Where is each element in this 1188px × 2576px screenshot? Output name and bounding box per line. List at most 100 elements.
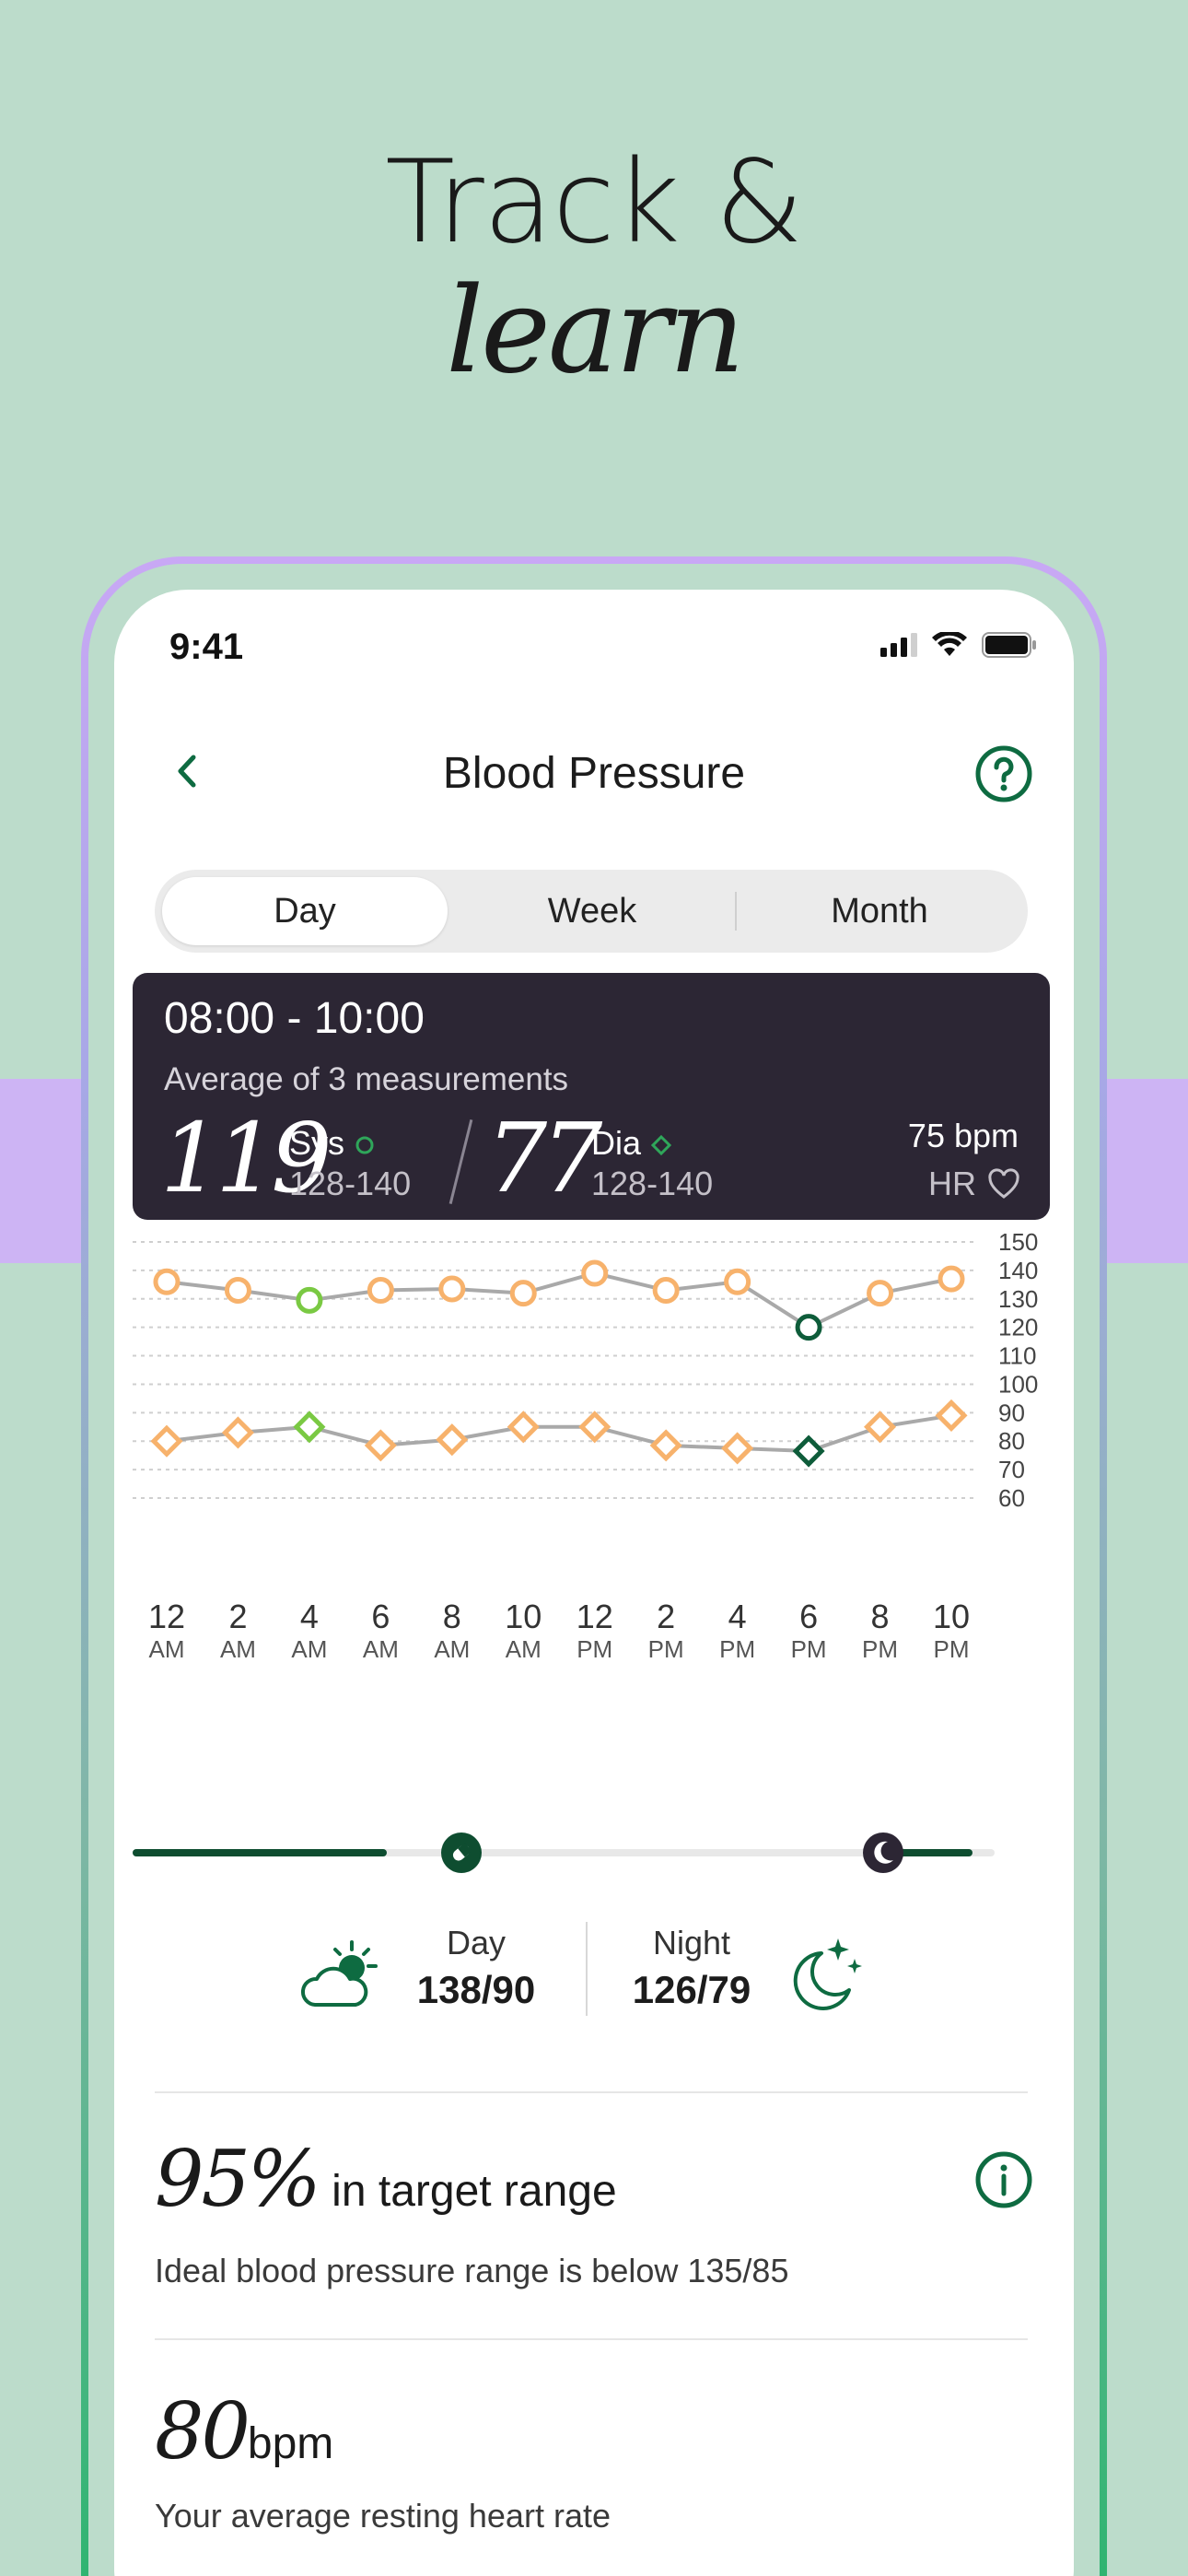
x-tick-label: 6 AM <box>344 1598 417 1662</box>
diastolic-point[interactable] <box>364 1429 397 1462</box>
systolic-label: Sys <box>289 1124 376 1163</box>
x-tick-label: 6 PM <box>772 1598 845 1662</box>
divider-slash <box>448 1119 473 1204</box>
summary-average: Average of 3 measurements <box>164 1061 569 1097</box>
diastolic-point[interactable] <box>436 1423 469 1457</box>
x-tick-label: 10 AM <box>486 1598 560 1662</box>
y-tick-label: 90 <box>998 1399 1025 1426</box>
cellular-icon <box>880 633 917 657</box>
diastolic-point[interactable] <box>150 1424 183 1458</box>
segment-divider <box>735 892 737 931</box>
day-label: Day <box>446 1924 507 1961</box>
question-circle-icon[interactable] <box>974 744 1033 803</box>
diastolic-point[interactable] <box>721 1432 754 1465</box>
day-night-slider[interactable] <box>114 1830 1068 1876</box>
tab-day[interactable]: Day <box>162 877 448 945</box>
x-tick-label: 4 AM <box>273 1598 346 1662</box>
diamond-marker-icon <box>650 1135 672 1156</box>
heart-rate-heading: 80bpm <box>155 2386 333 2476</box>
diastolic-point[interactable] <box>578 1411 611 1444</box>
target-percent: 95% <box>155 2134 321 2224</box>
x-tick-label: 12 AM <box>130 1598 204 1662</box>
headline-line2: learn <box>446 263 745 400</box>
diastolic-point[interactable] <box>221 1416 254 1449</box>
x-tick-ampm: AM <box>434 1635 471 1663</box>
diastolic-label: Dia <box>591 1124 672 1163</box>
systolic-point[interactable] <box>509 1280 537 1307</box>
systolic-point[interactable] <box>652 1277 680 1305</box>
tab-week[interactable]: Week <box>547 892 637 931</box>
systolic-point[interactable] <box>938 1265 965 1293</box>
x-tick-ampm: AM <box>148 1635 185 1663</box>
diastolic-point[interactable] <box>792 1434 825 1468</box>
chevron-left-icon[interactable] <box>166 748 212 794</box>
systolic-point[interactable] <box>224 1277 251 1305</box>
systolic-point[interactable] <box>867 1280 894 1307</box>
x-tick-hour: 8 <box>870 1598 890 1635</box>
diastolic-point[interactable] <box>507 1411 540 1444</box>
info-circle-icon[interactable] <box>974 2150 1033 2209</box>
systolic-point[interactable] <box>296 1286 323 1314</box>
x-tick-hour: 6 <box>799 1598 819 1635</box>
summary-time-range: 08:00 - 10:00 <box>164 994 425 1043</box>
y-tick-label: 150 <box>998 1228 1038 1256</box>
x-tick-ampm: AM <box>219 1635 256 1663</box>
device-bezel: 9:41 <box>88 564 1100 2576</box>
systolic-point[interactable] <box>438 1275 466 1303</box>
y-tick-label: 130 <box>998 1285 1038 1313</box>
x-tick-label: 8 AM <box>415 1598 489 1662</box>
heart-rate-description: Your average resting heart rate <box>155 2497 611 2535</box>
x-tick-label: 10 PM <box>914 1598 988 1662</box>
partly-cloudy-icon <box>300 1940 378 2007</box>
x-tick-hour: 6 <box>371 1598 390 1635</box>
diastolic-point[interactable] <box>293 1411 326 1444</box>
heart-rate-value: 75 bpm <box>907 1117 1019 1154</box>
systolic-point[interactable] <box>153 1268 181 1295</box>
systolic-point[interactable] <box>367 1277 394 1305</box>
systolic-label-text: Sys <box>289 1124 345 1162</box>
x-tick-hour: 10 <box>932 1598 971 1635</box>
x-tick-ampm: PM <box>933 1635 970 1663</box>
x-tick-ampm: PM <box>719 1635 756 1663</box>
y-tick-label: 80 <box>998 1427 1025 1455</box>
summary-card: 08:00 - 10:00 Average of 3 measurements … <box>133 973 1050 1220</box>
tab-month[interactable]: Month <box>831 892 928 931</box>
target-description: Ideal blood pressure range is below 135/… <box>155 2252 789 2289</box>
day-night-divider <box>586 1922 588 2016</box>
y-tick-label: 110 <box>998 1342 1036 1370</box>
period-segmented-control: Day Week Month <box>155 870 1028 953</box>
sleep-handle-icon[interactable] <box>863 1832 903 1873</box>
headline-line1: Track & <box>385 136 804 269</box>
day-night-summary: Day 138/90 Night 126/79 <box>114 1916 1068 2055</box>
systolic-value: 119 <box>160 1102 332 1214</box>
night-label: Night <box>652 1924 731 1961</box>
diastolic-label-text: Dia <box>591 1124 642 1162</box>
diastolic-value: 77 <box>486 1102 602 1214</box>
x-tick-hour: 2 <box>228 1598 248 1635</box>
circle-marker-icon <box>355 1136 374 1154</box>
app-screen: 9:41 <box>114 590 1074 2576</box>
x-tick-ampm: PM <box>790 1635 827 1663</box>
systolic-point[interactable] <box>795 1314 822 1341</box>
systolic-point[interactable] <box>581 1259 609 1287</box>
night-value: 126/79 <box>632 1968 751 2011</box>
wake-handle-icon[interactable] <box>441 1832 482 1873</box>
x-tick-ampm: AM <box>362 1635 399 1663</box>
page-title: Blood Pressure <box>442 749 746 798</box>
status-time: 9:41 <box>169 626 244 667</box>
target-range-heading: 95% in target range <box>155 2134 617 2224</box>
systolic-point[interactable] <box>724 1268 751 1295</box>
heart-rate-label: HR <box>928 1165 976 1202</box>
diastolic-point[interactable] <box>864 1411 897 1444</box>
x-tick-label: 12 PM <box>558 1598 632 1662</box>
section-divider <box>155 2091 1028 2093</box>
diastolic-point[interactable] <box>649 1429 682 1462</box>
x-tick-hour: 8 <box>442 1598 461 1635</box>
diastolic-point[interactable] <box>935 1399 968 1432</box>
x-tick-hour: 10 <box>505 1598 542 1635</box>
x-tick-label: 4 PM <box>701 1598 775 1662</box>
y-tick-label: 100 <box>998 1370 1038 1398</box>
status-icons <box>880 632 1037 658</box>
systolic-series-line <box>166 1270 952 1329</box>
